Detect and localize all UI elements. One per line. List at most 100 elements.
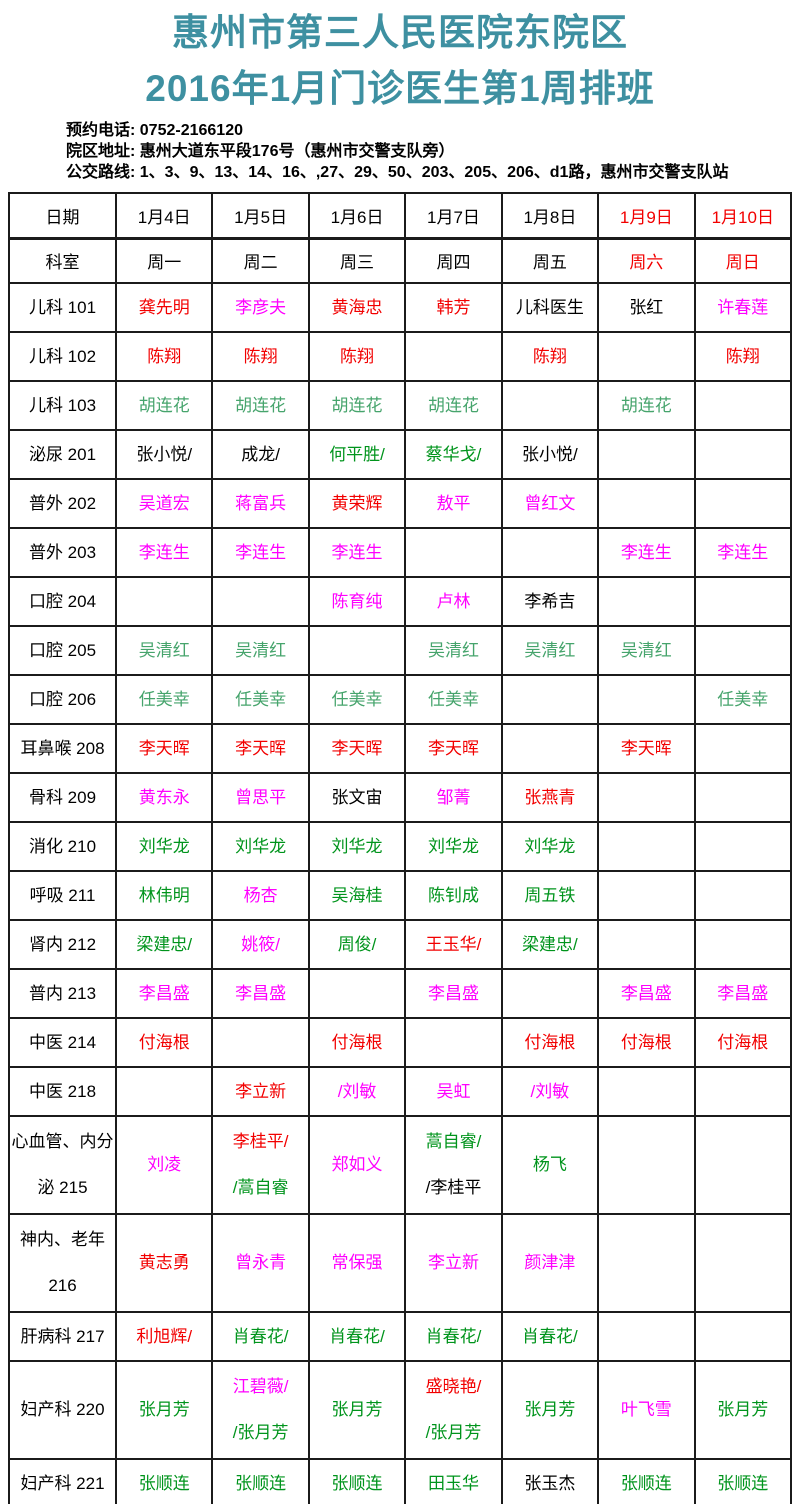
date-header-cell: 1月10日 [693, 192, 793, 240]
schedule-cell: 吴清红 [211, 625, 310, 676]
schedule-cell: 陈育纯 [307, 576, 407, 627]
schedule-cell: 梁建忠/ [114, 919, 214, 970]
schedule-cell: 张月芳 [500, 1360, 600, 1460]
schedule-cell: 田玉华 [404, 1458, 503, 1504]
schedule-cell: 任美幸 [693, 674, 793, 725]
schedule-cell: 张小悦/ [114, 429, 214, 480]
table-row: 泌尿 201 张小悦/成龙/何平胜/蔡华戈/张小悦/ [8, 429, 793, 480]
schedule-cell [500, 968, 600, 1019]
schedule-cell [597, 1213, 696, 1313]
department-label: 呼吸 211 [8, 870, 117, 921]
schedule-cell: 王玉华/ [404, 919, 503, 970]
schedule-cell: 周五铁 [500, 870, 600, 921]
table-row: 普外 202 吴道宏 蒋富兵 黄荣辉 敖平 曾红文 [8, 478, 793, 529]
schedule-cell [693, 1115, 793, 1215]
schedule-cell [693, 625, 793, 676]
date-header-cell: 1月4日 [114, 192, 214, 240]
schedule-cell: 曾思平 [211, 772, 310, 823]
department-label: 普外 202 [8, 478, 117, 529]
schedule-cell: 肖春花/ [500, 1311, 600, 1362]
schedule-cell: 曾红文 [500, 478, 600, 529]
schedule-cell: 郑如义 [307, 1115, 407, 1215]
schedule-cell: 李天晖 [114, 723, 214, 774]
date-header-cell: 1月5日 [211, 192, 310, 240]
schedule-cell: 李天晖 [211, 723, 310, 774]
schedule-cell: 陈翔 [211, 331, 310, 382]
schedule-cell: 刘华龙 [211, 821, 310, 872]
department-label: 口腔 204 [8, 576, 117, 627]
schedule-cell: /刘敏 [307, 1066, 407, 1117]
schedule-cell: 蔡华戈/ [404, 429, 503, 480]
schedule-cell: 张文宙 [307, 772, 407, 823]
schedule-cell [693, 723, 793, 774]
schedule-cell: 李昌盛 [114, 968, 214, 1019]
table-row: 口腔 204 陈育纯 卢林 李希吉 [8, 576, 793, 627]
schedule-table-head: 日期 1月4日 1月5日 1月6日 1月7日 1月8日 1月9日 1月10日 科室 周一 周二 周三周… [8, 192, 793, 284]
date-header-cell: 1月6日 [307, 192, 407, 240]
schedule-cell: 江碧薇//张月芳 [211, 1360, 310, 1460]
department-label: 消化 210 [8, 821, 117, 872]
schedule-cell [597, 1066, 696, 1117]
schedule-cell: 陈翔 [500, 331, 600, 382]
schedule-cell: 儿科医生 [500, 282, 600, 333]
table-row: 耳鼻喉 208 李天晖 李天晖 李天晖 李天晖 李天晖 [8, 723, 793, 774]
date-header-cell: 1月7日 [404, 192, 503, 240]
schedule-cell: 成龙/ [211, 429, 310, 480]
department-label: 耳鼻喉 208 [8, 723, 117, 774]
schedule-cell [597, 674, 696, 725]
department-label: 妇产科 221 [8, 1458, 117, 1504]
schedule-cell: 陈翔 [307, 331, 407, 382]
schedule-cell [693, 919, 793, 970]
schedule-cell [307, 625, 407, 676]
page-title-line1: 惠州市第三人民医院东院区 [172, 12, 628, 53]
schedule-cell: 刘凌 [114, 1115, 214, 1215]
schedule-cell: 李天晖 [307, 723, 407, 774]
schedule-cell: 叶飞雪 [597, 1360, 696, 1460]
schedule-cell: 李连生 [114, 527, 214, 578]
weekday-header-cell: 周五 [500, 237, 600, 284]
date-header-cell: 1月9日 [597, 192, 696, 240]
department-label: 心血管、内分泌 215 [8, 1115, 117, 1215]
schedule-cell: 卢林 [404, 576, 503, 627]
schedule-cell: 韩芳 [404, 282, 503, 333]
schedule-cell: 任美幸 [211, 674, 310, 725]
schedule-cell [597, 331, 696, 382]
table-row: 儿科 102 陈翔 陈翔 陈翔 陈翔 陈翔 [8, 331, 793, 382]
schedule-cell: 张顺连 [693, 1458, 793, 1504]
schedule-cell: 胡连花 [404, 380, 503, 431]
schedule-cell: 刘华龙 [404, 821, 503, 872]
schedule-cell: 盛晓艳//张月芳 [404, 1360, 503, 1460]
schedule-cell [500, 674, 600, 725]
schedule-cell: 任美幸 [307, 674, 407, 725]
schedule-cell: 吴道宏 [114, 478, 214, 529]
schedule-cell: 何平胜/ [307, 429, 407, 480]
department-label: 口腔 205 [8, 625, 117, 676]
schedule-cell [404, 527, 503, 578]
schedule-table: 日期 1月4日 1月5日 1月6日 1月7日 1月8日 1月9日 1月10日 科室 周一 周二 周三周… [8, 192, 793, 1504]
schedule-cell [693, 1311, 793, 1362]
schedule-cell: 张顺连 [211, 1458, 310, 1504]
page-title-line2: 2016年1月门诊医生第1周排班 [145, 68, 655, 109]
schedule-cell [693, 478, 793, 529]
schedule-table-body: 儿科 101 龚先明 李彦夫 黄海忠 韩芳 儿科医生 张红 许春莲 儿科 102 陈翔 陈翔 陈翔 陈翔… [8, 282, 793, 1504]
schedule-cell: 胡连花 [597, 380, 696, 431]
schedule-cell: 付海根 [693, 1017, 793, 1068]
schedule-cell: 蒿自睿//李桂平 [404, 1115, 503, 1215]
schedule-cell [693, 380, 793, 431]
schedule-cell: 刘华龙 [114, 821, 214, 872]
department-label: 中医 218 [8, 1066, 117, 1117]
schedule-cell: 胡连花 [211, 380, 310, 431]
schedule-cell: 李天晖 [597, 723, 696, 774]
schedule-cell: 吴清红 [404, 625, 503, 676]
weekday-header-cell: 周二 [211, 237, 310, 284]
schedule-cell [211, 1017, 310, 1068]
department-label: 泌尿 201 [8, 429, 117, 480]
table-row: 消化 210 刘华龙 刘华龙 刘华龙 刘华龙 刘华龙 [8, 821, 793, 872]
weekday-header-cell: 周日 [693, 237, 793, 284]
schedule-cell: 吴清红 [597, 625, 696, 676]
schedule-cell: 李天晖 [404, 723, 503, 774]
table-row: 中医 214 付海根 付海根 付海根 付海根 付海根 [8, 1017, 793, 1068]
schedule-cell: 吴清红 [114, 625, 214, 676]
schedule-cell: 肖春花/ [211, 1311, 310, 1362]
department-label: 骨科 209 [8, 772, 117, 823]
